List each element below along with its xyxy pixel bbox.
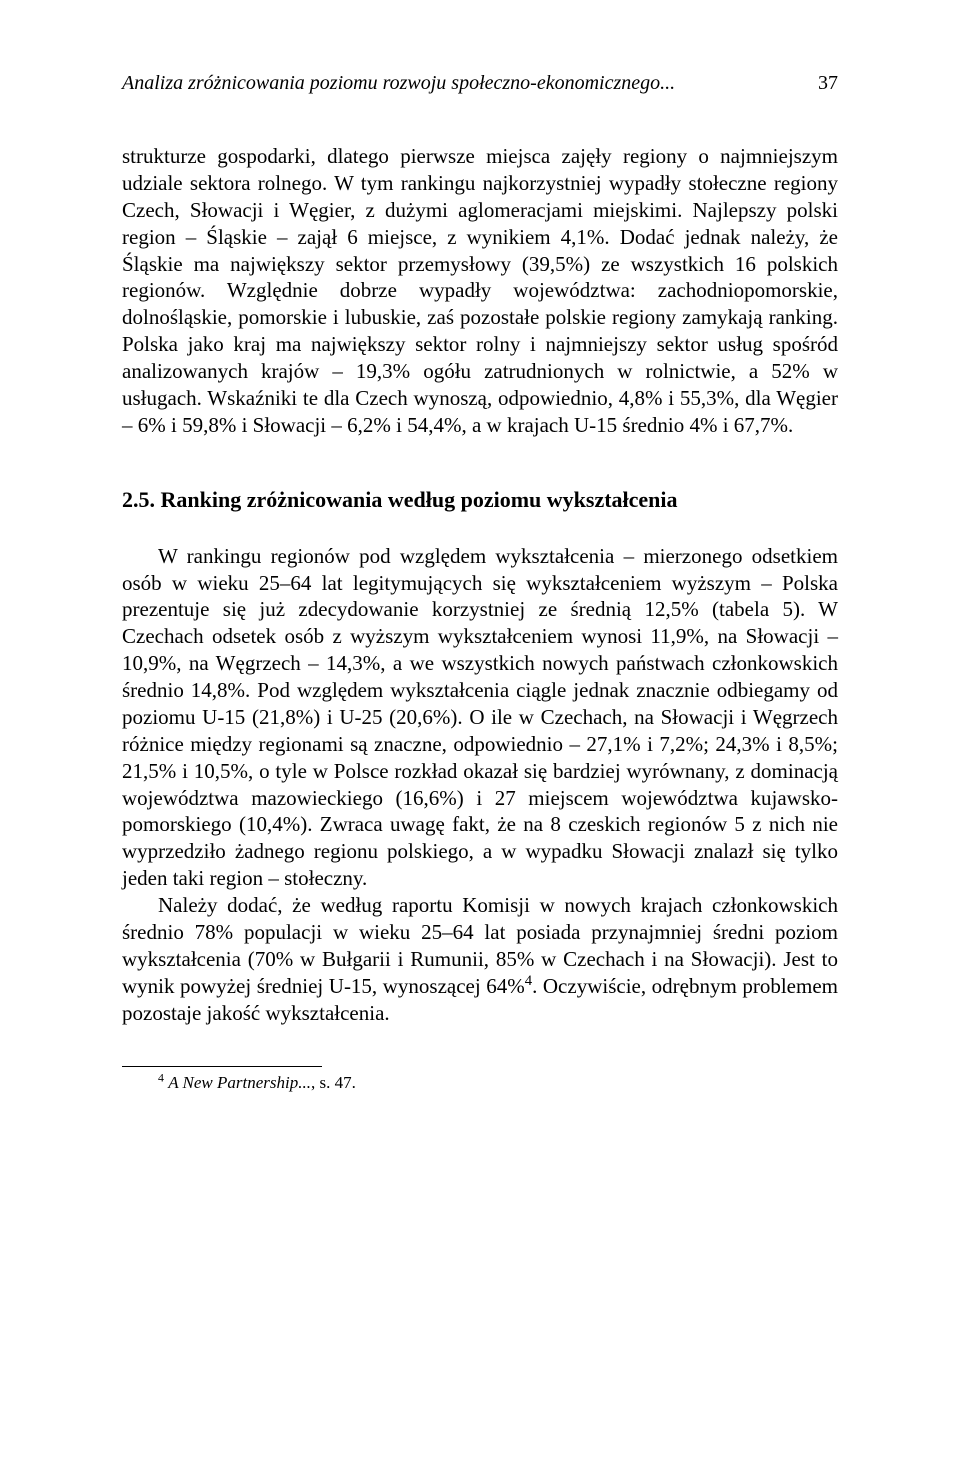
footnote-marker: 4 xyxy=(158,1071,164,1085)
page-number: 37 xyxy=(818,72,838,95)
running-header: Analiza zróżnicowania poziomu rozwoju sp… xyxy=(122,72,838,95)
section-heading: 2.5. Ranking zróżnicowania według poziom… xyxy=(122,487,838,513)
footnote-rest: , s. 47. xyxy=(311,1073,356,1092)
footnote-italic: A New Partnership... xyxy=(168,1073,311,1092)
paragraph-1: strukturze gospodarki, dlatego pierwsze … xyxy=(122,143,838,439)
footnote-separator xyxy=(122,1066,322,1067)
paragraph-2: W rankingu regionów pod względem wykszta… xyxy=(122,543,838,892)
paragraph-3: Należy dodać, że według raportu Komisji … xyxy=(122,892,838,1026)
page: Analiza zróżnicowania poziomu rozwoju sp… xyxy=(0,0,960,1476)
footnote-ref-4: 4 xyxy=(525,973,532,989)
footnote-4: 4 A New Partnership..., s. 47. xyxy=(122,1073,838,1093)
running-title: Analiza zróżnicowania poziomu rozwoju sp… xyxy=(122,72,675,95)
